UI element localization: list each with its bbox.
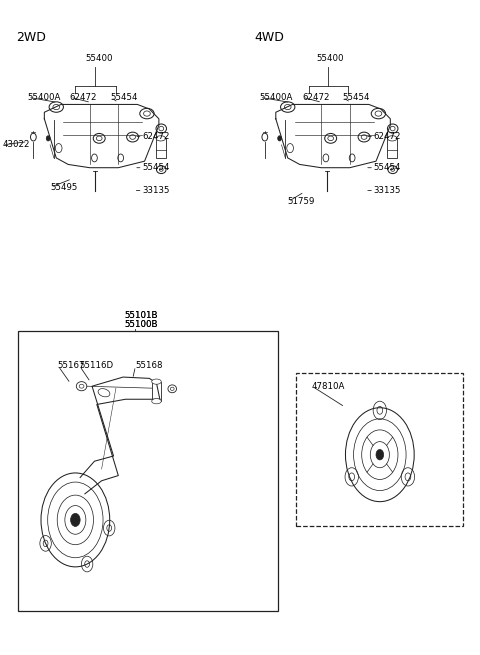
Bar [18,331,278,611]
Text: 55400: 55400 [316,54,344,64]
Text: 62472: 62472 [70,93,97,102]
Ellipse shape [156,136,166,141]
Ellipse shape [387,136,397,141]
Text: 55168: 55168 [135,362,163,371]
Text: 43022: 43022 [2,140,30,149]
Text: 2WD: 2WD [16,31,46,44]
Bar [152,382,161,402]
Text: 62472: 62472 [373,132,401,141]
Bar [387,138,397,158]
Text: 55101B: 55101B [124,310,158,320]
Text: 55495: 55495 [50,183,77,192]
Text: 55400A: 55400A [259,93,292,102]
Text: 55400A: 55400A [28,93,61,102]
Circle shape [278,136,281,141]
Ellipse shape [152,399,161,404]
Text: 55100B: 55100B [124,320,158,329]
Text: 55454: 55454 [142,163,169,172]
Circle shape [46,136,50,141]
Text: 33135: 33135 [142,186,169,195]
Text: 62472: 62472 [302,93,330,102]
Text: 47810A: 47810A [312,382,345,390]
Text: 51759: 51759 [288,197,315,206]
Text: 33135: 33135 [373,186,401,195]
Text: 55400: 55400 [85,54,112,64]
Circle shape [376,449,384,460]
Bar [296,373,463,527]
Text: 55116D: 55116D [79,362,113,371]
Text: 55100B: 55100B [124,320,158,329]
Text: 55454: 55454 [373,163,401,172]
Text: 55167: 55167 [58,362,85,371]
Bar [156,138,166,158]
Text: 55454: 55454 [342,93,370,102]
Text: 62472: 62472 [142,132,169,141]
Ellipse shape [152,379,161,384]
Circle shape [71,514,80,527]
Text: 4WD: 4WD [254,31,284,44]
Text: 55454: 55454 [110,93,138,102]
Text: 55101B: 55101B [124,310,158,320]
